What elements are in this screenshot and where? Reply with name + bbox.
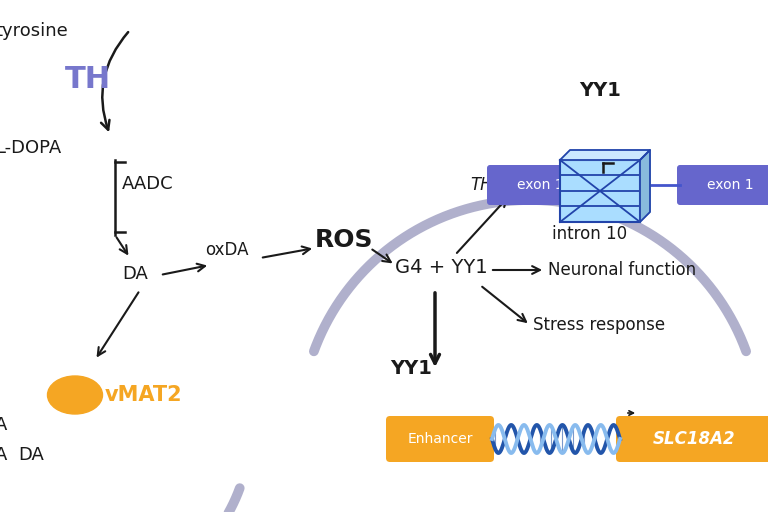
Text: DA: DA	[122, 265, 148, 283]
FancyBboxPatch shape	[616, 416, 768, 462]
Text: vMAT2: vMAT2	[105, 385, 183, 405]
Text: oxDA: oxDA	[205, 241, 249, 259]
Text: exon 1: exon 1	[707, 178, 753, 192]
Text: SLC18A2: SLC18A2	[653, 430, 735, 448]
Text: Stress response: Stress response	[533, 316, 665, 334]
Text: L-DOPA: L-DOPA	[0, 139, 61, 157]
Text: DA: DA	[18, 446, 44, 464]
Text: exon 10: exon 10	[518, 178, 573, 192]
Text: A: A	[0, 446, 8, 464]
Polygon shape	[640, 150, 650, 222]
FancyBboxPatch shape	[560, 160, 640, 222]
FancyBboxPatch shape	[677, 165, 768, 205]
Text: A: A	[0, 416, 8, 434]
Text: TH: TH	[470, 176, 492, 194]
Text: Neuronal function: Neuronal function	[548, 261, 696, 279]
Polygon shape	[560, 150, 650, 160]
Text: Enhancer: Enhancer	[407, 432, 473, 446]
Text: YY1: YY1	[390, 359, 432, 378]
FancyBboxPatch shape	[386, 416, 494, 462]
FancyBboxPatch shape	[487, 165, 603, 205]
Text: TH: TH	[65, 65, 111, 94]
Text: YY1: YY1	[579, 81, 621, 100]
Text: intron 10: intron 10	[552, 225, 627, 243]
Text: tyrosine: tyrosine	[0, 22, 68, 40]
Text: G4 + YY1: G4 + YY1	[395, 258, 488, 277]
Ellipse shape	[48, 376, 102, 414]
Text: ROS: ROS	[315, 228, 373, 252]
Text: AADC: AADC	[122, 175, 174, 193]
